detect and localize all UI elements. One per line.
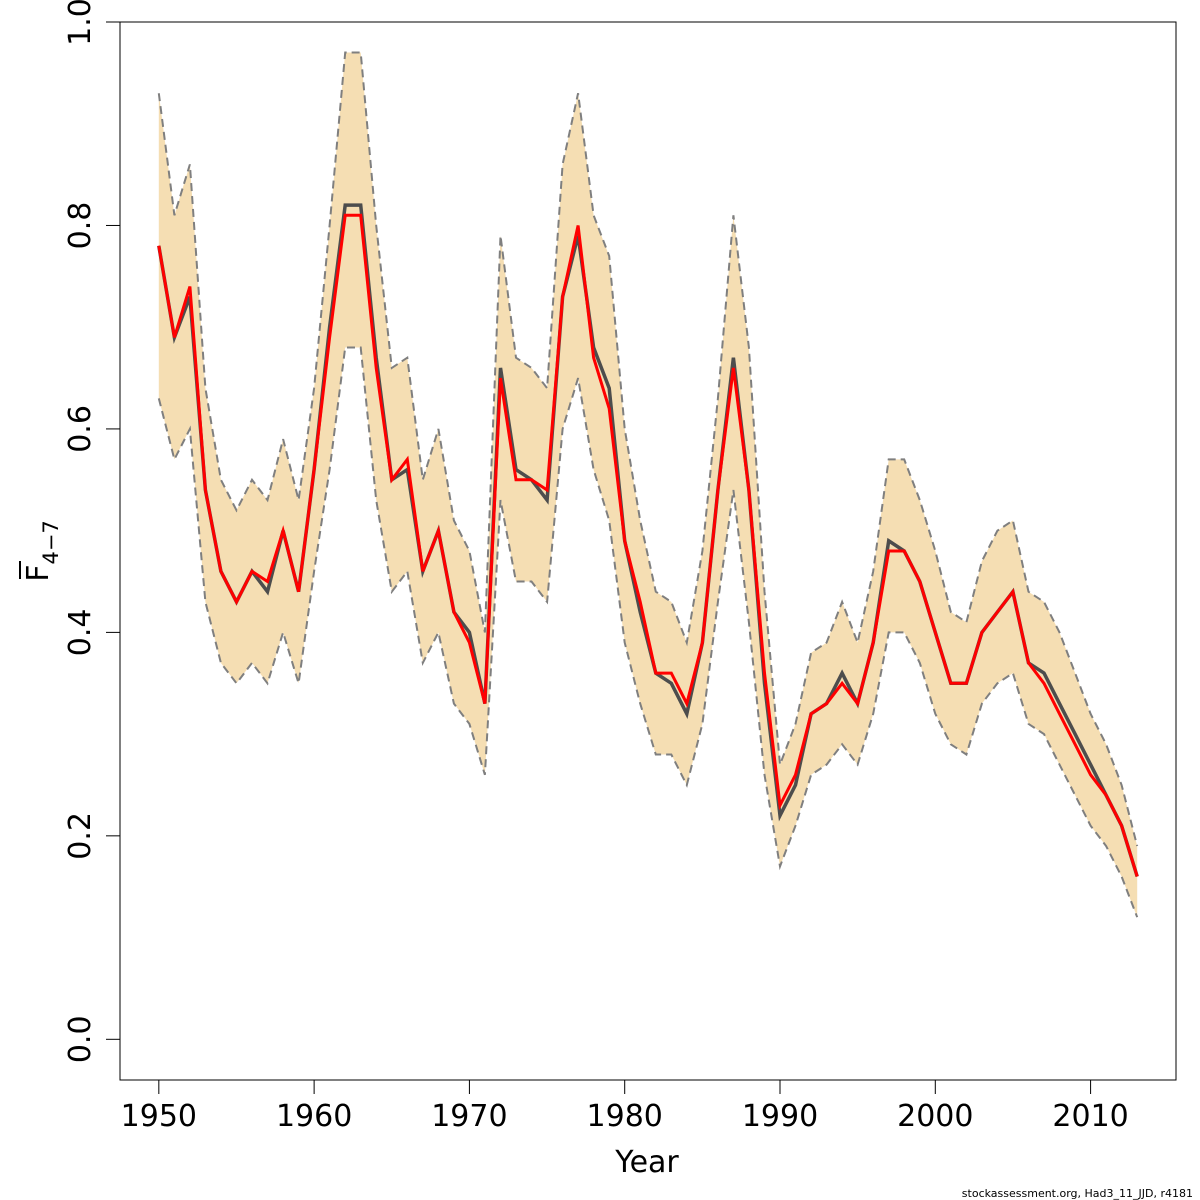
- svg-text:F4−7: F4−7: [21, 520, 63, 582]
- x-tick-label: 2010: [1052, 1099, 1128, 1134]
- x-tick-label: 1970: [431, 1099, 507, 1134]
- x-tick-label: 1990: [742, 1099, 818, 1134]
- y-tick-label: 0.8: [63, 202, 98, 250]
- footer-credit: stockassessment.org, Had3_11_JJD, r4181: [962, 1187, 1193, 1200]
- x-tick-label: 1960: [276, 1099, 352, 1134]
- x-axis: 1950 1960 1970 1980 1990 2000 2010: [121, 1079, 1129, 1134]
- upper-bound-line: [157, 51, 1139, 847]
- y-axis-title-main: F: [21, 565, 56, 582]
- plot-area: [157, 51, 1139, 918]
- y-tick-label: 0.6: [63, 405, 98, 453]
- red-line: [157, 213, 1139, 877]
- y-tick-label: 0.0: [63, 1015, 98, 1063]
- x-tick-label: 1950: [121, 1099, 197, 1134]
- y-tick-label: 0.2: [63, 812, 98, 860]
- x-tick-label: 1980: [587, 1099, 663, 1134]
- y-axis-title-subscript: 4−7: [39, 520, 63, 564]
- y-axis-title: F4−7: [19, 520, 63, 582]
- x-axis-title: Year: [614, 1145, 679, 1180]
- y-tick-label: 1.0: [63, 0, 98, 46]
- y-axis: 0.0 0.2 0.4 0.6 0.8 1.0: [63, 0, 121, 1063]
- confidence-band: [158, 52, 1138, 918]
- x-tick-label: 2000: [897, 1099, 973, 1134]
- lower-bound-line: [157, 346, 1139, 918]
- y-tick-label: 0.4: [63, 609, 98, 657]
